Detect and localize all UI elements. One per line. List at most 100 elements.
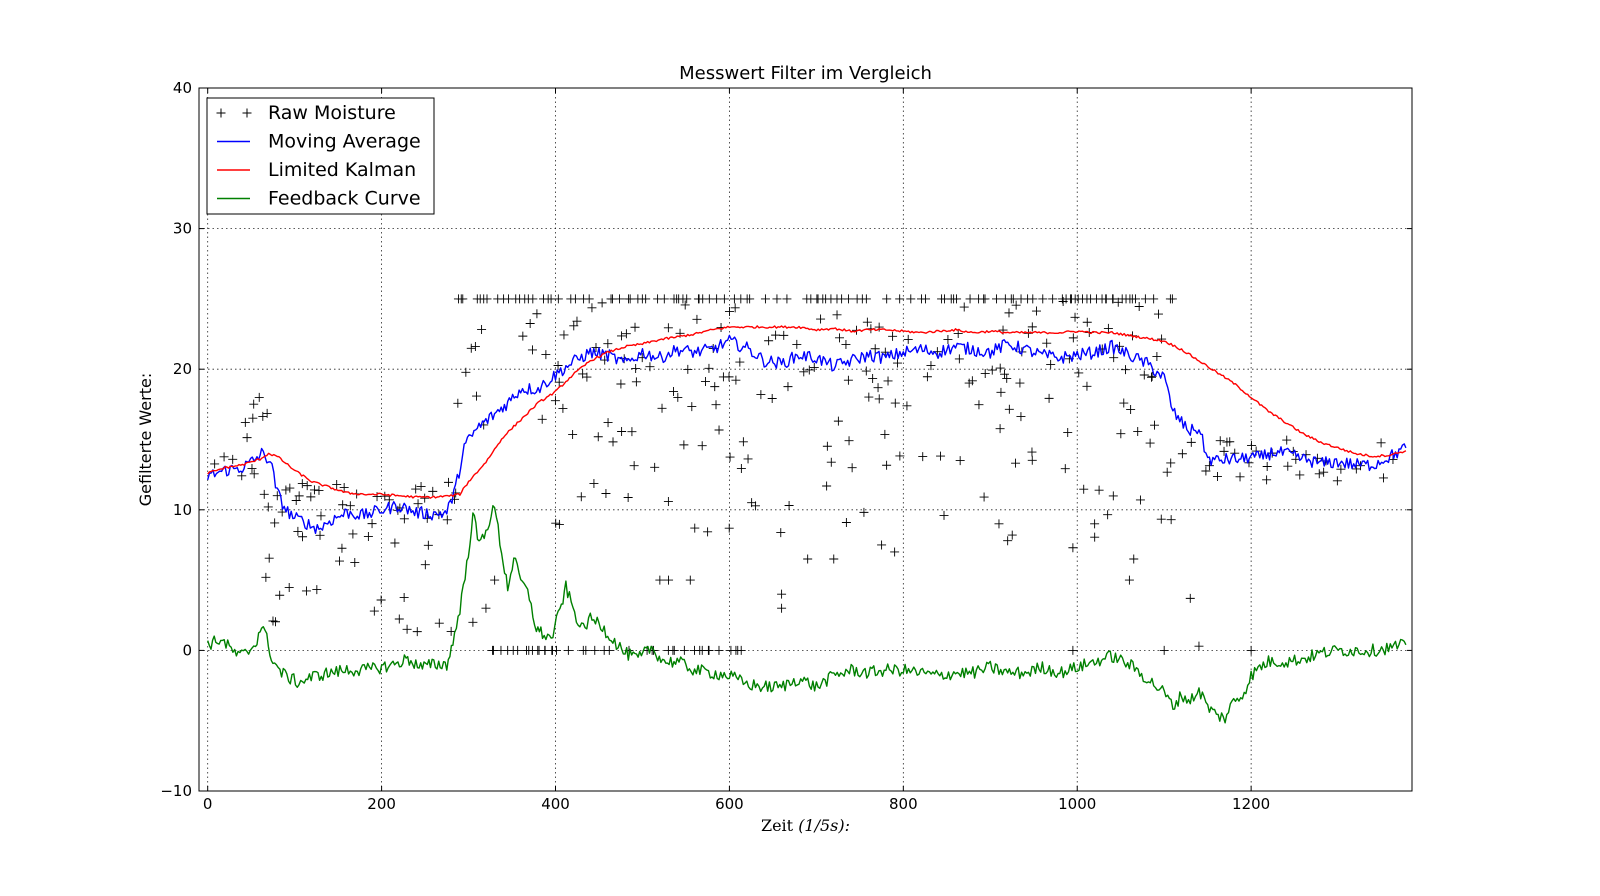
raw-moisture-marker <box>228 454 238 464</box>
raw-moisture-marker <box>294 491 304 501</box>
raw-moisture-marker <box>603 418 613 428</box>
raw-moisture-marker <box>254 392 264 402</box>
raw-moisture-marker <box>301 586 311 596</box>
raw-moisture-marker <box>1177 449 1187 459</box>
raw-moisture-marker <box>423 540 433 550</box>
raw-moisture-marker <box>704 363 714 373</box>
raw-moisture-marker <box>683 364 693 374</box>
legend-item: Moving Average <box>217 131 421 153</box>
raw-moisture-marker <box>481 603 491 613</box>
raw-moisture-marker <box>614 294 624 304</box>
raw-moisture-marker <box>367 519 377 529</box>
raw-moisture-marker <box>284 583 294 593</box>
raw-moisture-marker <box>743 454 753 464</box>
raw-moisture-marker <box>1149 294 1159 304</box>
raw-moisture-marker <box>704 645 714 655</box>
raw-moisture-marker <box>980 369 990 379</box>
raw-moisture-marker <box>1153 309 1163 319</box>
raw-moisture-marker <box>249 469 259 479</box>
raw-moisture-marker <box>882 294 892 304</box>
raw-moisture-marker <box>316 511 326 521</box>
raw-moisture-marker <box>685 575 695 585</box>
moving-average-line <box>207 334 1407 534</box>
raw-moisture-marker <box>477 324 487 334</box>
raw-moisture-marker <box>314 485 324 495</box>
raw-moisture-marker <box>587 303 597 313</box>
raw-moisture-marker <box>541 350 551 360</box>
raw-moisture-marker <box>631 377 641 387</box>
raw-moisture-marker <box>1332 476 1342 486</box>
raw-moisture-marker <box>525 318 535 328</box>
y-tick-label: 0 <box>182 641 192 659</box>
x-tick-label: 600 <box>715 795 744 813</box>
feedback-curve-line <box>207 505 1407 724</box>
raw-moisture-marker <box>309 485 319 495</box>
raw-moisture-marker <box>663 496 673 506</box>
raw-moisture-marker <box>1378 473 1388 483</box>
raw-moisture-marker <box>936 451 946 461</box>
raw-moisture-marker <box>1129 554 1139 564</box>
raw-moisture-marker <box>1312 453 1322 463</box>
raw-moisture-marker <box>621 329 631 339</box>
raw-moisture-marker <box>861 366 871 376</box>
raw-moisture-marker <box>627 427 637 437</box>
raw-moisture-marker <box>880 429 890 439</box>
raw-moisture-marker <box>453 398 463 408</box>
raw-moisture-marker <box>954 354 964 364</box>
raw-moisture-marker <box>1295 470 1305 480</box>
raw-moisture-marker <box>700 376 710 386</box>
raw-moisture-marker <box>1011 458 1021 468</box>
x-tick-label: 0 <box>203 795 213 813</box>
raw-moisture-marker <box>527 345 537 355</box>
raw-moisture-marker <box>1282 435 1292 445</box>
raw-moisture-marker <box>760 294 770 304</box>
raw-moisture-marker <box>298 532 308 542</box>
raw-moisture-marker <box>1204 461 1214 471</box>
raw-moisture-marker <box>1215 436 1225 446</box>
raw-moisture-marker <box>777 603 787 613</box>
raw-moisture-marker <box>291 495 301 505</box>
raw-moisture-marker <box>1201 466 1211 476</box>
raw-moisture-marker <box>428 486 438 496</box>
raw-moisture-marker <box>731 375 741 385</box>
x-tick-label: 200 <box>367 795 396 813</box>
raw-moisture-marker <box>861 294 871 304</box>
raw-moisture-marker <box>589 478 599 488</box>
raw-moisture-marker <box>210 459 220 469</box>
raw-moisture-marker <box>712 294 722 304</box>
raw-moisture-marker <box>1068 333 1078 343</box>
x-tick-label: 800 <box>889 795 918 813</box>
raw-moisture-marker <box>394 614 404 624</box>
raw-moisture-marker <box>270 617 280 627</box>
raw-moisture-marker <box>782 294 792 304</box>
raw-moisture-marker <box>711 400 721 410</box>
raw-moisture-marker <box>581 645 591 655</box>
raw-moisture-marker <box>841 339 851 349</box>
raw-moisture-marker <box>868 373 878 383</box>
raw-moisture-marker <box>833 416 843 426</box>
raw-moisture-marker <box>903 334 913 344</box>
raw-moisture-marker <box>1070 312 1080 322</box>
raw-moisture-marker <box>843 375 853 385</box>
raw-moisture-marker <box>1068 645 1078 655</box>
raw-moisture-marker <box>799 367 809 377</box>
raw-moisture-marker <box>862 317 872 327</box>
raw-moisture-marker <box>1015 378 1025 388</box>
x-axis-label-word: Zeit <box>761 816 794 835</box>
raw-moisture-marker <box>458 294 468 304</box>
raw-moisture-marker <box>829 554 839 564</box>
raw-moisture-marker <box>779 330 789 340</box>
legend-marker <box>242 108 252 118</box>
raw-moisture-marker <box>926 361 936 371</box>
chart-title: Messwert Filter im Vergleich <box>679 63 932 84</box>
raw-moisture-marker <box>617 331 627 341</box>
raw-moisture-marker <box>237 471 247 481</box>
raw-moisture-marker <box>822 481 832 491</box>
raw-moisture-marker <box>888 331 898 341</box>
raw-moisture-marker <box>650 462 660 472</box>
raw-moisture-marker <box>822 441 832 451</box>
raw-moisture-marker <box>703 527 713 537</box>
raw-moisture-marker <box>959 302 969 312</box>
raw-moisture-marker <box>443 477 453 487</box>
raw-moisture-marker <box>553 294 563 304</box>
